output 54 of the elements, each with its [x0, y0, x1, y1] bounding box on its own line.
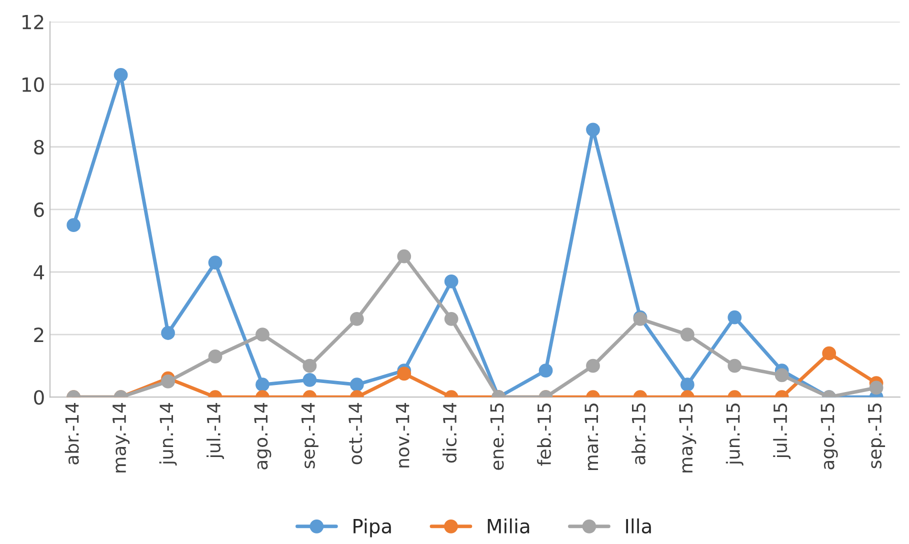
- y-tick-label: 8: [34, 140, 44, 155]
- point: [586, 122, 600, 137]
- x-tick-label: ago.-14: [254, 402, 272, 470]
- point: [350, 312, 364, 326]
- x-tick-label: dic.-14: [442, 402, 457, 463]
- x-tick-label: jul.-15: [773, 404, 791, 460]
- point: [208, 256, 222, 270]
- point: [256, 328, 270, 342]
- point: [444, 312, 458, 326]
- legend-label: Milia: [488, 518, 530, 534]
- x-tick-label: ago.-15: [820, 404, 838, 470]
- x-tick-label: abr.-15: [631, 404, 646, 464]
- point: [397, 249, 412, 264]
- point: [302, 372, 317, 387]
- x-tick-label: sep.-14: [302, 402, 318, 468]
- point: [822, 346, 836, 360]
- point: [586, 358, 600, 373]
- point: [444, 274, 458, 288]
- x-tick-label: feb.-15: [537, 404, 552, 466]
- point: [114, 68, 128, 82]
- y-tick-label: 12: [22, 14, 44, 30]
- point: [161, 374, 175, 388]
- x-tick-label: jun.-14: [159, 402, 177, 466]
- x-tick-label: may.-14: [112, 402, 130, 472]
- point: [66, 218, 81, 232]
- point: [680, 328, 694, 342]
- x-tick-label: sep.-15: [868, 404, 886, 468]
- x-tick-label: jul.-14: [206, 402, 224, 460]
- x-tick-label: oct.-14: [348, 402, 362, 464]
- point: [302, 358, 317, 373]
- x-tick-label: nov.-14: [396, 402, 410, 468]
- point: [869, 380, 884, 395]
- point: [728, 310, 742, 324]
- point: [397, 366, 412, 381]
- x-tick-label: mar.-15: [584, 404, 598, 470]
- x-tick-label: jun.-15: [726, 404, 744, 466]
- point: [208, 350, 222, 364]
- x-tick-label: ene.-15: [490, 404, 504, 470]
- point: [728, 358, 742, 373]
- legend-label: Illa: [626, 518, 651, 534]
- point: [538, 364, 553, 378]
- point: [680, 378, 694, 392]
- legend-label: Pipa: [354, 518, 391, 538]
- point: [256, 378, 270, 392]
- y-tick-label: 4: [34, 265, 44, 280]
- point: [161, 326, 175, 340]
- y-tick-label: 6: [34, 202, 44, 218]
- point: [774, 368, 789, 382]
- y-tick-label: 0: [34, 390, 44, 405]
- x-tick-label: abr.-14: [64, 402, 79, 464]
- x-tick-label: may.-15: [679, 404, 696, 472]
- y-tick-label: 2: [34, 328, 44, 342]
- point: [350, 378, 364, 392]
- y-tick-label: 10: [22, 77, 44, 92]
